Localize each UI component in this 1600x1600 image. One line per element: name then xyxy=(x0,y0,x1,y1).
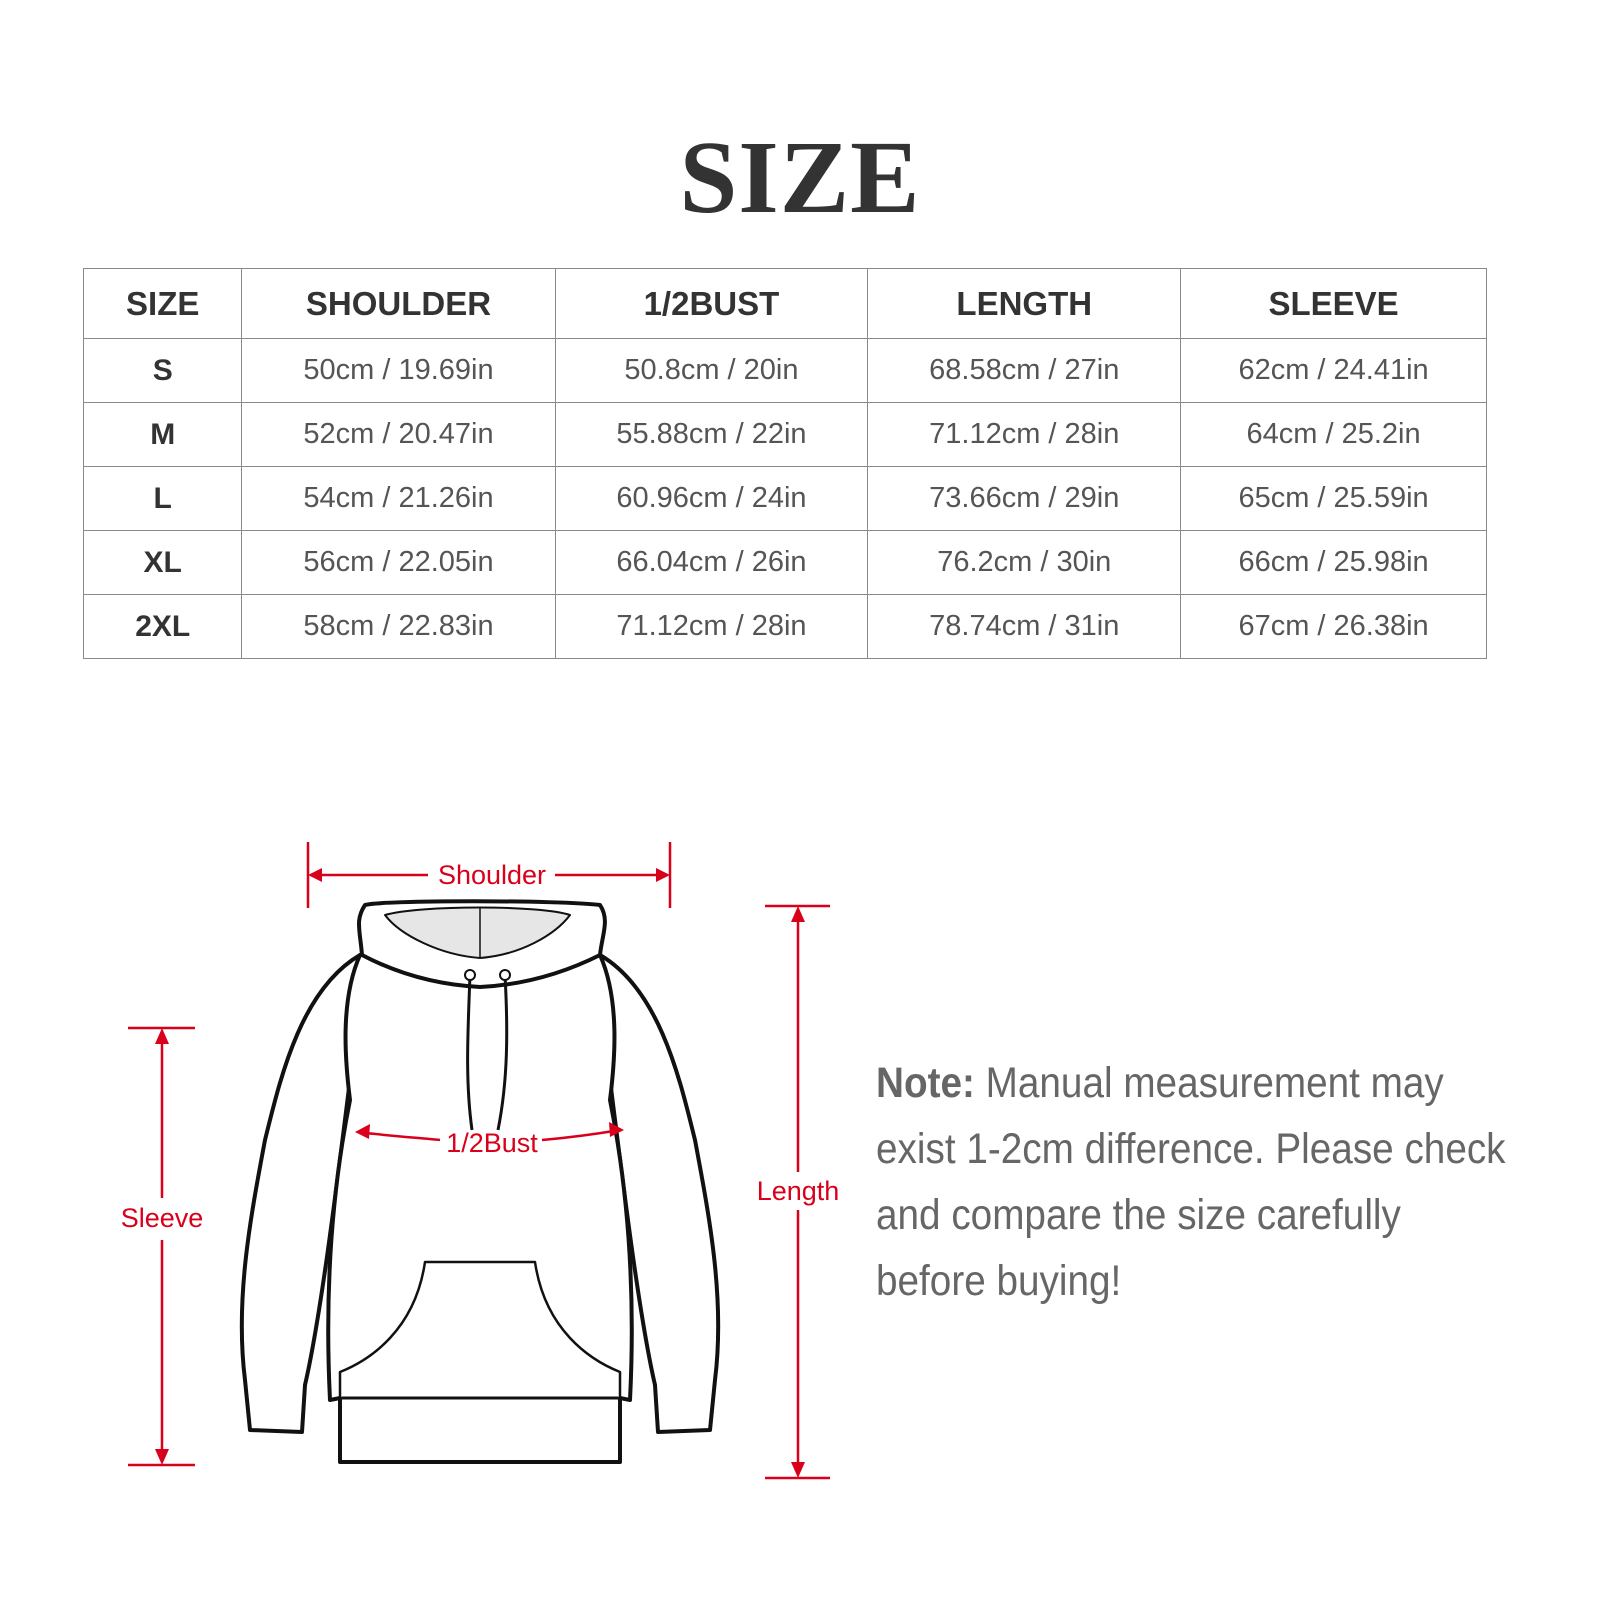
length-label: Length xyxy=(757,1176,840,1206)
note-text: Note: Manual measurement may exist 1-2cm… xyxy=(876,1050,1506,1314)
measurement-cell: 71.12cm / 28in xyxy=(867,402,1182,467)
measurement-cell: 66cm / 25.98in xyxy=(1180,530,1487,595)
table-row: S 50cm / 19.69in 50.8cm / 20in 68.58cm / 27… xyxy=(82,338,1487,403)
size-cell: S xyxy=(82,338,243,403)
measurement-cell: 55.88cm / 22in xyxy=(554,402,869,467)
measurement-cell: 50cm / 19.69in xyxy=(241,338,556,403)
column-header: LENGTH xyxy=(867,268,1182,339)
table-row: 2XL 58cm / 22.83in 71.12cm / 28in 78.74cm /… xyxy=(82,594,1487,659)
measurement-cell: 54cm / 21.26in xyxy=(241,466,556,531)
measurement-cell: 78.74cm / 31in xyxy=(867,594,1182,659)
measurement-cell: 58cm / 22.83in xyxy=(241,594,556,659)
measurement-cell: 56cm / 22.05in xyxy=(241,530,556,595)
table-row: M 52cm / 20.47in 55.88cm / 22in 71.12cm / 2… xyxy=(82,402,1487,467)
measurement-cell: 62cm / 24.41in xyxy=(1180,338,1487,403)
measurement-cell: 64cm / 25.2in xyxy=(1180,402,1487,467)
size-cell: 2XL xyxy=(82,594,243,659)
table-row: L 54cm / 21.26in 60.96cm / 24in 73.66cm / 2… xyxy=(82,466,1487,531)
measurement-cell: 50.8cm / 20in xyxy=(554,338,869,403)
measurement-cell: 67cm / 26.38in xyxy=(1180,594,1487,659)
column-header: SLEEVE xyxy=(1180,268,1487,339)
measurement-cell: 60.96cm / 24in xyxy=(554,466,869,531)
note-body: Manual measurement may exist 1-2cm diffe… xyxy=(876,1059,1506,1305)
measurement-cell: 71.12cm / 28in xyxy=(554,594,869,659)
measurement-cell: 65cm / 25.59in xyxy=(1180,466,1487,531)
sleeve-label: Sleeve xyxy=(121,1203,204,1233)
size-table: SIZE SHOULDER 1/2BUST LENGTH SLEEVE S 50cm / … xyxy=(82,268,1487,659)
note-label: Note: xyxy=(876,1059,975,1107)
measurement-lines xyxy=(128,842,830,1480)
table-row: XL 56cm / 22.05in 66.04cm / 26in 76.2cm / 3… xyxy=(82,530,1487,595)
column-header: SIZE xyxy=(82,268,243,339)
measurement-cell: 76.2cm / 30in xyxy=(867,530,1182,595)
size-cell: M xyxy=(82,402,243,467)
measurement-cell: 52cm / 20.47in xyxy=(241,402,556,467)
page-title: SIZE xyxy=(679,120,921,235)
hoodie-illustration xyxy=(239,899,721,1464)
bust-label: 1/2Bust xyxy=(446,1128,538,1158)
table-header-row: SIZE SHOULDER 1/2BUST LENGTH SLEEVE xyxy=(82,268,1487,339)
measurement-cell: 73.66cm / 29in xyxy=(867,466,1182,531)
column-header: 1/2BUST xyxy=(554,268,869,339)
size-cell: L xyxy=(82,466,243,531)
measurement-cell: 66.04cm / 26in xyxy=(554,530,869,595)
shoulder-label: Shoulder xyxy=(438,860,546,890)
